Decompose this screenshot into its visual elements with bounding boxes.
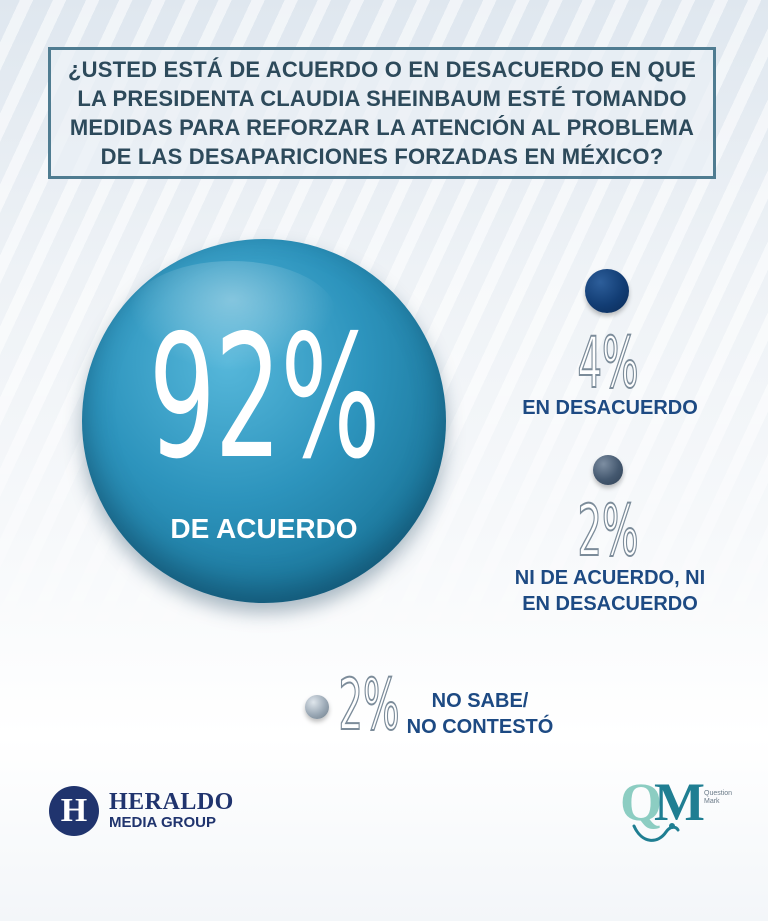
value-label-en-desacuerdo: 4% xyxy=(577,322,639,404)
category-label-no-sabe-line1: NO SABE/ xyxy=(431,690,529,712)
value-label-no-sabe: 2% xyxy=(338,664,400,746)
heraldo-media-group-logo: H HERALDO MEDIA GROUP xyxy=(49,786,269,836)
category-label-de-acuerdo: DE ACUERDO xyxy=(170,513,358,544)
qm-subtitle: Question Mark xyxy=(704,790,744,806)
heraldo-name: HERALDO xyxy=(109,789,234,815)
category-label-no-sabe-line2: NO CONTESTÓ xyxy=(406,716,554,738)
qm-letters: QM xyxy=(620,772,705,832)
question-mark-logo: QM Question Mark xyxy=(620,772,740,850)
qm-subtitle-line1: Question xyxy=(704,790,733,797)
category-label-no-sabe: NO SABE/ NO CONTESTÓ xyxy=(395,688,565,740)
category-label-ni-de-acuerdo-line2: EN DESACUERDO xyxy=(522,593,698,615)
bubble-ni-de-acuerdo xyxy=(593,455,623,485)
question-text: ¿USTED ESTÁ DE ACUERDO O EN DESACUERDO E… xyxy=(68,57,696,169)
question-box: ¿USTED ESTÁ DE ACUERDO O EN DESACUERDO E… xyxy=(48,47,716,179)
qm-swirl-icon xyxy=(632,823,680,842)
qm-subtitle-line2: Mark xyxy=(704,798,720,805)
value-label-ni-de-acuerdo: 2% xyxy=(577,490,639,572)
category-label-en-desacuerdo: EN DESACUERDO xyxy=(522,397,698,419)
value-label-de-acuerdo: 92% xyxy=(148,299,381,497)
bubble-de-acuerdo xyxy=(82,239,446,603)
category-label-ni-de-acuerdo-line1: NI DE ACUERDO, NI xyxy=(514,567,706,589)
bubble-no-sabe xyxy=(305,695,329,719)
category-label-ni-de-acuerdo: NI DE ACUERDO, NI EN DESACUERDO xyxy=(478,565,742,617)
bubble-en-desacuerdo xyxy=(585,269,629,313)
qm-letter-m: M xyxy=(654,772,705,832)
heraldo-h-icon: H xyxy=(49,786,99,836)
heraldo-subtitle: MEDIA GROUP xyxy=(109,814,216,831)
